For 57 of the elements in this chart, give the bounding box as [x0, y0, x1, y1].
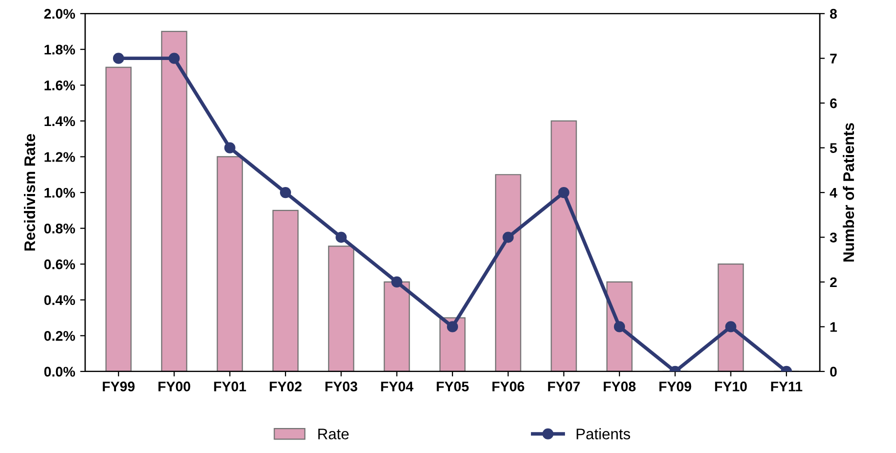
- x-tick-label: FY06: [492, 382, 524, 392]
- y-tick-label: 0.4%: [44, 295, 76, 306]
- x-tick-label: FY10: [715, 382, 747, 392]
- bar: [550, 120, 577, 372]
- point: [391, 276, 402, 288]
- y-tick-label: 2.0%: [44, 8, 76, 19]
- y-axis-title: Recidivism Rate: [24, 134, 36, 251]
- y2-tick-label: 4: [830, 188, 838, 198]
- x-tick-label: FY07: [548, 382, 580, 392]
- x-tick-label: FY09: [659, 382, 692, 392]
- x-tick-label: FY01: [214, 382, 246, 392]
- bar: [495, 174, 522, 372]
- x-tick-label: FY03: [325, 382, 358, 392]
- point: [336, 232, 347, 243]
- y-tick-label: 0.8%: [44, 224, 76, 234]
- x-tick-label: FY00: [158, 382, 190, 392]
- y2-tick-label: 0: [830, 366, 837, 377]
- point: [112, 52, 124, 64]
- bar: [272, 210, 299, 372]
- y-tick-label: 1.2%: [44, 152, 76, 162]
- x-tick-label: FY11: [771, 382, 802, 392]
- bar: [384, 281, 410, 372]
- y2-tick-label: 3: [830, 232, 837, 242]
- point: [224, 142, 236, 154]
- y2-tick-label: 8: [830, 8, 837, 19]
- point: [558, 186, 570, 198]
- legend-label: Rate: [318, 428, 349, 440]
- x-tick-label: FY02: [270, 382, 302, 392]
- y-tick-label: 0.0%: [44, 366, 76, 377]
- y-tick-label: 1.4%: [44, 116, 76, 126]
- x-tick-label: FY05: [436, 382, 469, 392]
- x-tick-label: FY04: [381, 382, 414, 392]
- y2-tick-label: 6: [830, 98, 837, 108]
- legend-label: Patients: [576, 428, 630, 440]
- x-tick-label: FY08: [604, 382, 636, 392]
- point: [168, 52, 180, 64]
- x-tick-label: FY99: [102, 382, 135, 392]
- bar: [105, 66, 132, 372]
- y-tick-label: 1.6%: [44, 80, 76, 90]
- point: [614, 321, 626, 332]
- point: [280, 186, 292, 198]
- bar: [216, 156, 243, 372]
- point: [725, 321, 736, 332]
- bar: [328, 246, 354, 372]
- y-tick-label: 1.0%: [44, 188, 76, 198]
- bar: [161, 30, 188, 372]
- y2-tick-label: 1: [830, 322, 837, 332]
- y-tick-label: 0.2%: [44, 331, 76, 341]
- point: [446, 321, 458, 332]
- y-tick-label: 0.6%: [44, 259, 76, 270]
- point: [502, 232, 514, 243]
- y2-tick-label: 7: [830, 54, 837, 64]
- y2-tick-label: 5: [830, 143, 837, 153]
- y2-tick-label: 2: [830, 277, 837, 288]
- y2-axis-title: Number of Patients: [842, 123, 854, 262]
- bar: [718, 264, 744, 372]
- y-tick-label: 1.8%: [44, 44, 76, 55]
